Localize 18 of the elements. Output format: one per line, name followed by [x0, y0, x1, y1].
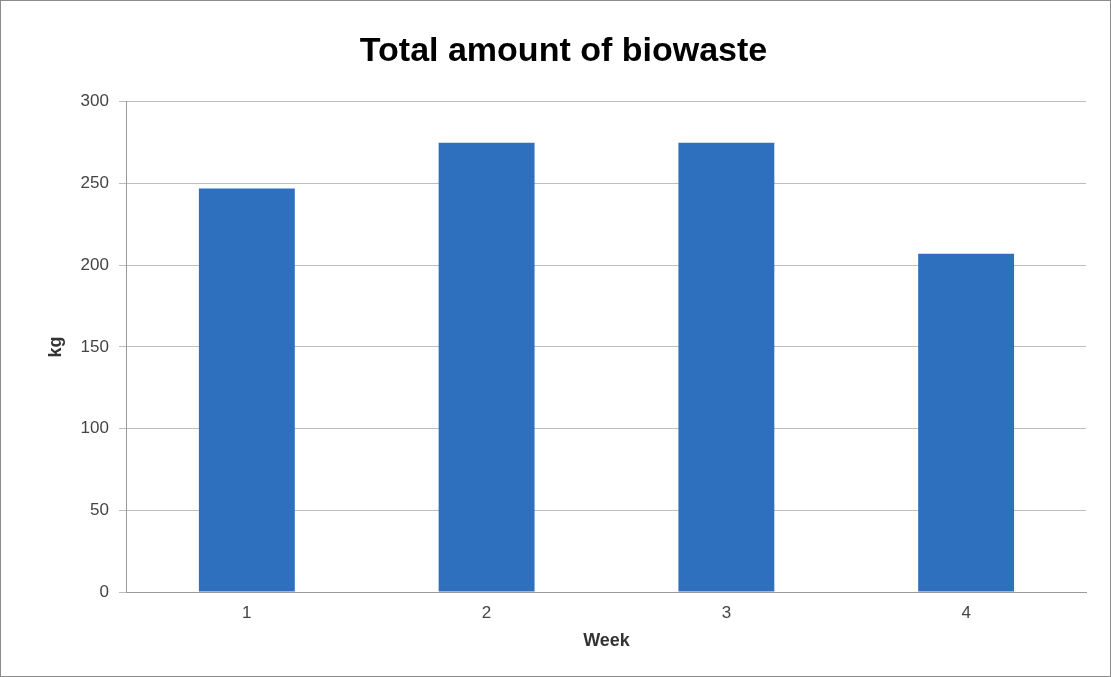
- y-tick-label: 100: [80, 418, 109, 438]
- y-tick-label: 0: [99, 581, 109, 601]
- y-tick-label: 300: [80, 91, 109, 111]
- x-tick-label: 1: [242, 602, 252, 622]
- x-tick-label: 4: [961, 602, 971, 622]
- y-tick-label: 150: [80, 336, 109, 356]
- x-tick-label: 3: [721, 602, 732, 622]
- bar: [198, 188, 295, 592]
- bar: [438, 142, 535, 592]
- x-axis-title: Week: [583, 630, 631, 651]
- bar: [918, 253, 1015, 592]
- y-tick-label: 250: [80, 173, 109, 193]
- y-tick-label: 200: [80, 254, 109, 274]
- y-axis-title: kg: [44, 336, 65, 358]
- x-tick-label: 2: [481, 602, 492, 622]
- bar: [678, 142, 775, 592]
- chart-title: Total amount of biowaste: [359, 29, 768, 68]
- y-tick-label: 50: [90, 499, 109, 519]
